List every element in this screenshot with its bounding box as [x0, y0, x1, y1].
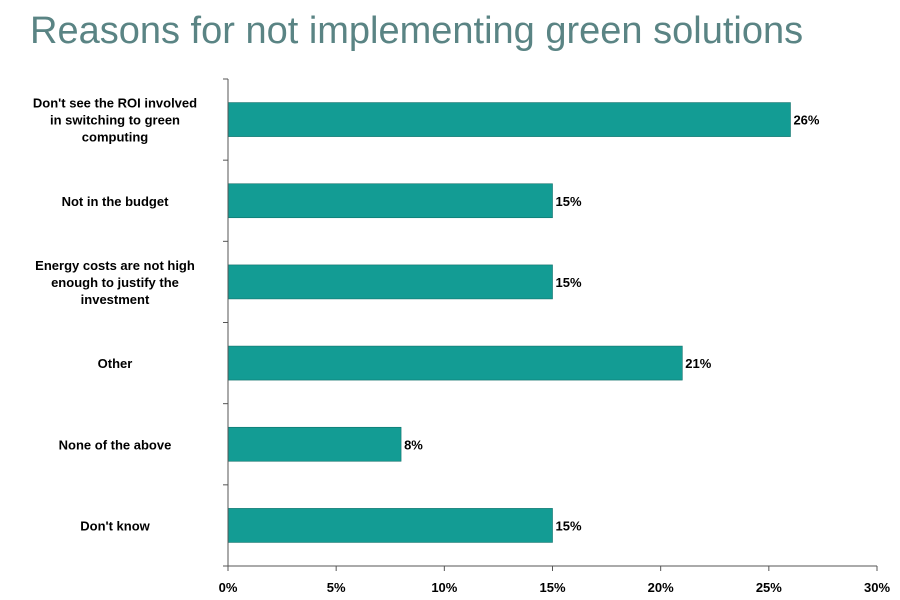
x-tick-label: 20%: [648, 580, 674, 595]
category-label-line: Don't see the ROI involved: [33, 96, 197, 111]
category-label-line: in switching to green: [50, 113, 180, 128]
data-label: 8%: [404, 437, 423, 452]
category-label-line: None of the above: [59, 437, 172, 452]
x-tick-label: 10%: [431, 580, 457, 595]
bar: [227, 426, 402, 462]
data-label: 26%: [793, 113, 819, 128]
category-label-line: Not in the budget: [62, 194, 170, 209]
x-tick-label: 5%: [327, 580, 346, 595]
bar: [227, 345, 683, 381]
data-label: 15%: [556, 275, 582, 290]
category-label: Not in the budget: [62, 194, 170, 209]
category-label: None of the above: [59, 437, 172, 452]
category-label: Don't know: [80, 518, 150, 533]
data-label: 21%: [685, 356, 711, 371]
category-label-line: computing: [82, 130, 148, 145]
category-label: Energy costs are not high enough to justi…: [35, 258, 195, 307]
axes-layer: [223, 78, 878, 571]
category-label-line: enough to justify the: [51, 275, 179, 290]
bar: [227, 264, 553, 300]
chart-title: Reasons for not implementing green solut…: [30, 10, 804, 52]
category-label-line: Energy costs are not high: [35, 258, 195, 273]
bar: [227, 183, 553, 219]
bar: [227, 102, 791, 137]
x-tick-label: 25%: [756, 580, 782, 595]
data-label: 15%: [556, 194, 582, 209]
x-tick-label: 15%: [539, 580, 565, 595]
labels-layer: 26% Don't see the ROI involved in switchin…: [33, 96, 891, 595]
category-label-line: Other: [98, 356, 133, 371]
bars-layer: [227, 102, 791, 543]
category-label: Don't see the ROI involved in switching t…: [33, 96, 197, 145]
category-label-line: Don't know: [80, 518, 150, 533]
category-label-line: investment: [81, 292, 150, 307]
x-tick-label: 0%: [219, 580, 238, 595]
data-label: 15%: [556, 518, 582, 533]
category-label: Other: [98, 356, 133, 371]
x-tick-label: 30%: [864, 580, 890, 595]
bar: [227, 508, 553, 543]
